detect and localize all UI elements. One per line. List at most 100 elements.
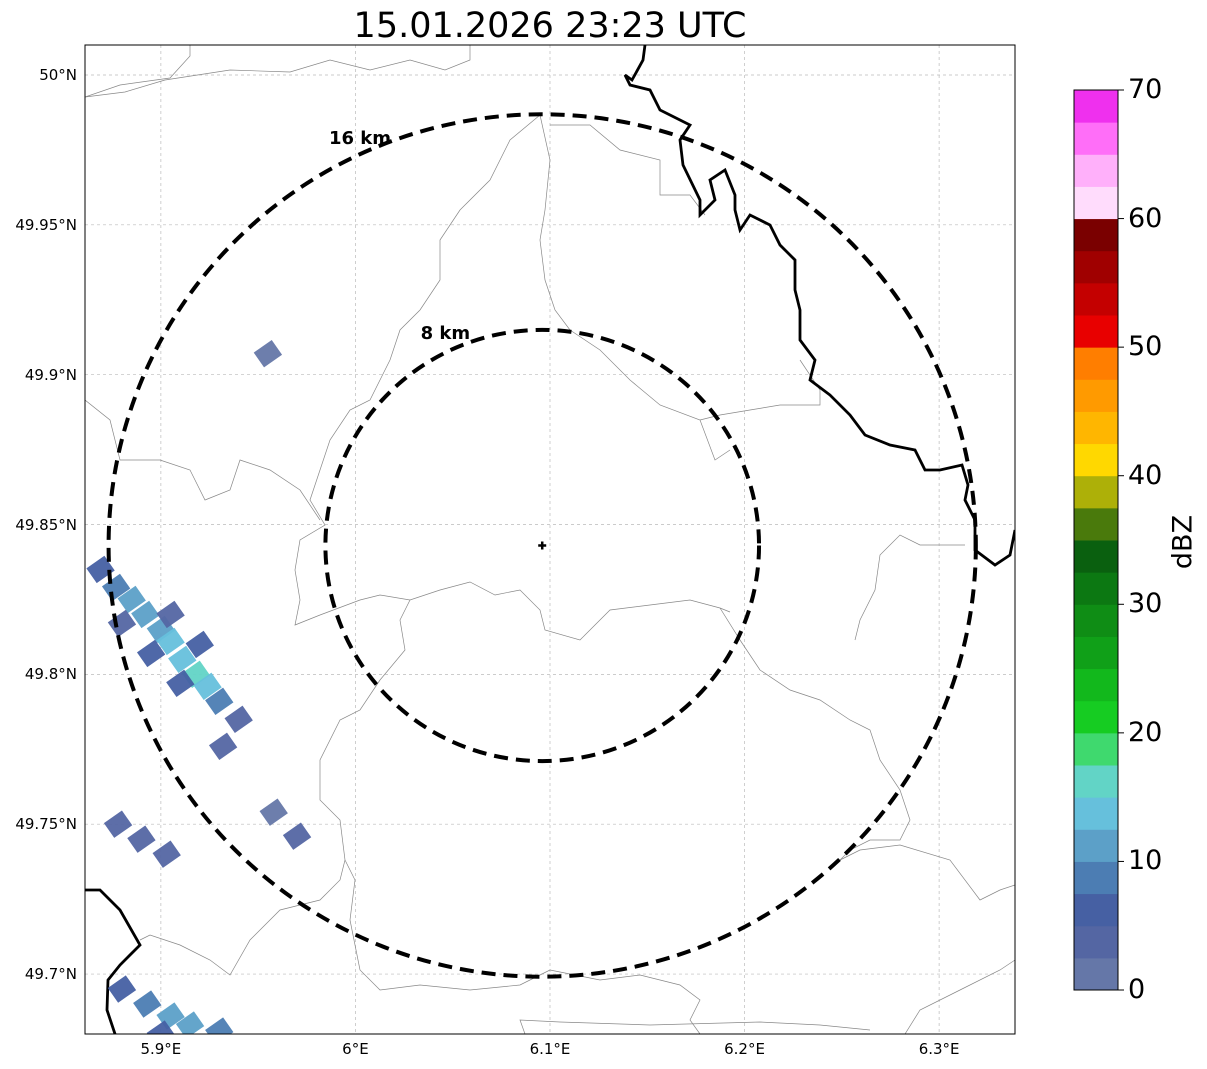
range-ring-label: 8 km: [420, 323, 471, 345]
echo-gate: [185, 630, 214, 659]
echo-gate: [101, 573, 131, 602]
admin-boundary: [85, 45, 471, 98]
admin-boundary: [319, 581, 731, 641]
colorbar-segment: [1074, 604, 1118, 637]
admin-boundary: [854, 534, 965, 641]
colorbar-segment: [1074, 154, 1118, 187]
echo-gate: [136, 639, 166, 668]
range-rings: [106, 112, 978, 979]
colorbar-segment: [1074, 925, 1118, 959]
colorbar-segment: [1074, 347, 1118, 380]
colorbar-tick-label: 10: [1128, 845, 1163, 877]
map-gridlines: [85, 45, 1015, 1034]
colorbar-segment: [1074, 732, 1118, 766]
echo-gate: [175, 1011, 205, 1034]
range-ring: [323, 327, 762, 764]
admin-boundary: [85, 45, 191, 98]
radar-site-marker: [538, 541, 547, 550]
map-title: 15.01.2026 23:23 UTC: [353, 6, 747, 46]
lon-tick-label: 6.3°E: [918, 1040, 960, 1058]
colorbar-segment: [1074, 765, 1118, 798]
echo-gate: [253, 340, 283, 368]
country-border: [85, 888, 142, 1034]
colorbar-segment: [1074, 540, 1118, 573]
colorbar-segment: [1074, 507, 1118, 541]
range-ring-label: 16 km: [328, 127, 391, 149]
lat-tick-label: 49.95°N: [15, 215, 77, 234]
echo-gate: [107, 975, 137, 1003]
echo-gate: [168, 645, 197, 674]
lat-tick-label: 49.85°N: [15, 515, 77, 534]
echo-gate: [131, 600, 160, 629]
admin-boundary: [719, 607, 911, 861]
echo-gate: [282, 822, 312, 850]
admin-boundary: [550, 124, 706, 216]
colorbar-segment: [1074, 250, 1118, 284]
lon-tick-label: 6.2°E: [724, 1040, 765, 1058]
admin-boundary: [519, 1019, 871, 1034]
colorbar-segment: [1074, 572, 1118, 605]
lat-tick-label: 49.75°N: [15, 815, 77, 834]
colorbar-segment: [1074, 218, 1118, 252]
colorbar-segment: [1074, 668, 1118, 702]
admin-boundary: [85, 399, 321, 521]
echo-gate: [259, 798, 288, 826]
colorbar-segment: [1074, 636, 1118, 670]
colorbar-segment: [1074, 443, 1118, 477]
colorbar-segment: [1074, 379, 1118, 412]
echo-gate: [166, 669, 195, 698]
echo-gate: [117, 585, 146, 614]
colorbar-segment: [1074, 893, 1118, 927]
admin-boundary: [699, 359, 821, 421]
colorbar-segment: [1074, 700, 1118, 734]
colorbar-frame: [1073, 89, 1119, 991]
lat-tick-label: 49.7°N: [24, 965, 77, 984]
colorbar-tick-label: 60: [1128, 202, 1163, 234]
country-borders: [85, 45, 1015, 1034]
admin-boundary: [839, 844, 1015, 901]
colorbar-unit-label: dBZ: [1167, 514, 1199, 570]
echo-gate: [133, 990, 162, 1018]
echo-gate: [86, 555, 115, 584]
lon-tick-label: 6.1°E: [529, 1040, 571, 1058]
admin-boundaries: [85, 45, 1015, 1034]
echo-gate: [103, 810, 133, 838]
lon-tick-label: 5.9°E: [140, 1040, 182, 1058]
echo-gate: [205, 1017, 234, 1034]
colorbar-tick-label: 20: [1128, 716, 1163, 748]
colorbar-segment: [1074, 315, 1118, 348]
echo-gate: [205, 687, 234, 716]
echo-gate: [156, 600, 185, 629]
echo-gate: [152, 840, 181, 868]
colorbar-segment: [1074, 122, 1118, 155]
echo-gate: [146, 1020, 176, 1034]
colorbar-tick-label: 70: [1128, 74, 1163, 105]
echo-gate: [107, 609, 137, 638]
colorbar-segment: [1074, 957, 1118, 991]
admin-boundary: [904, 959, 1015, 1034]
echo-gate: [193, 672, 222, 701]
colorbar-segment: [1074, 282, 1118, 316]
colorbar-tick-label: 0: [1128, 974, 1146, 1005]
echo-gate: [208, 732, 238, 760]
colorbar-segment: [1074, 797, 1118, 830]
echo-gate: [127, 825, 156, 853]
echo-gate: [224, 705, 253, 733]
colorbar-segment: [1074, 90, 1118, 123]
radar-echoes: [86, 340, 312, 1034]
lat-tick-label: 49.8°N: [24, 665, 77, 684]
echo-gate: [156, 627, 185, 656]
colorbar-segment: [1074, 861, 1118, 895]
colorbar-tick-label: 40: [1128, 459, 1163, 491]
country-border: [623, 45, 1015, 567]
colorbar-segment: [1074, 475, 1118, 509]
admin-boundary: [344, 859, 551, 991]
lat-tick-label: 50°N: [39, 65, 77, 84]
colorbar-segment: [1074, 186, 1118, 220]
colorbar-segment: [1074, 829, 1118, 862]
map-frame: [84, 44, 1016, 1035]
colorbar-tick-label: 50: [1128, 331, 1163, 363]
range-ring: [106, 112, 978, 979]
